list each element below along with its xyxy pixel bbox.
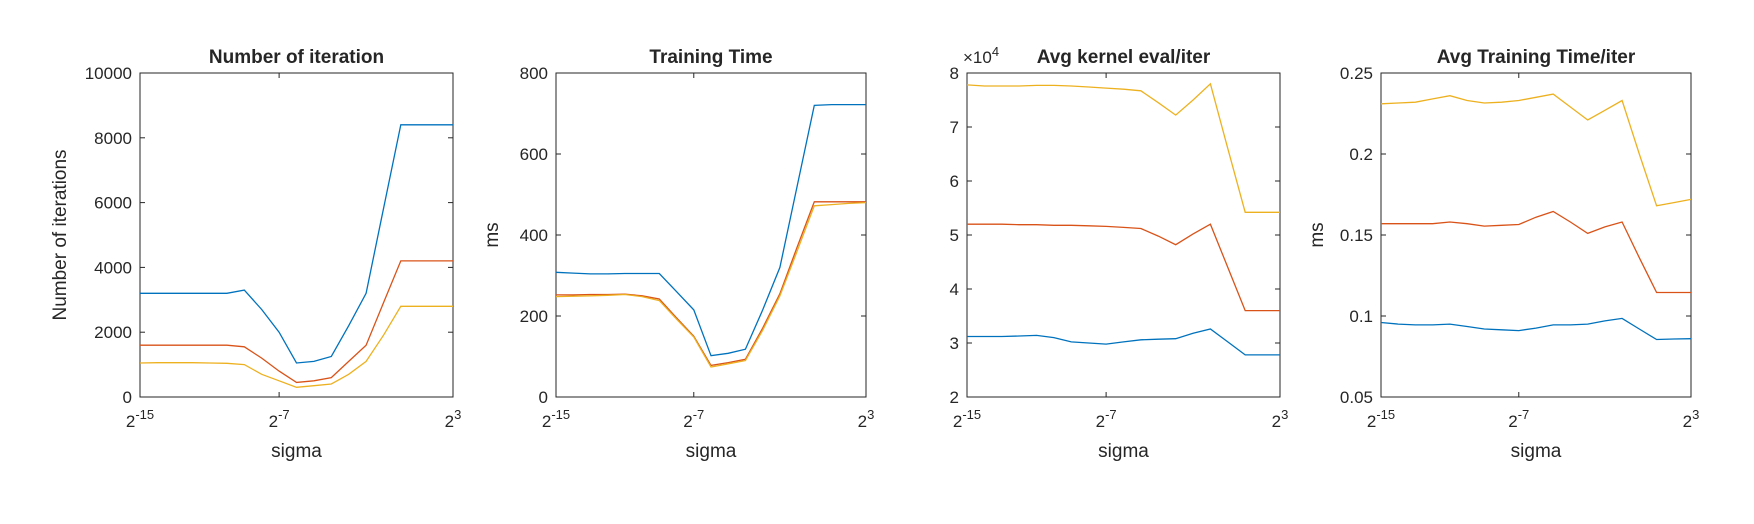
x-axis-label: sigma: [1098, 441, 1149, 462]
series-line-1: [967, 328, 1280, 356]
x-tick-label: 23: [1272, 407, 1289, 431]
y-tick-label: 200: [520, 307, 548, 326]
chart-title: Training Time: [649, 47, 772, 68]
x-tick-label: 23: [445, 407, 462, 431]
x-axis-label: sigma: [686, 441, 737, 462]
series-line-1: [140, 124, 453, 364]
y-tick-label: 800: [520, 64, 548, 83]
y-tick-label: 10000: [85, 64, 132, 83]
x-tick-label: 23: [858, 407, 875, 431]
y-axis-exponent: ×104: [963, 44, 999, 67]
x-tick-label: 2-15: [126, 407, 154, 431]
y-tick-label: 0.15: [1340, 226, 1373, 245]
series-line-1: [1380, 317, 1692, 341]
chart-title: Avg Training Time/iter: [1437, 47, 1636, 68]
y-tick-label: 600: [520, 145, 548, 164]
chart-1: 0 2000 4000 6000 8000 10000 2-15 2-7 23 Number of…: [50, 47, 461, 462]
x-tick-label: 2-7: [269, 407, 290, 431]
x-axis-label: sigma: [271, 441, 322, 462]
y-tick-label: 8: [950, 64, 959, 83]
y-tick-label: 0.05: [1340, 388, 1373, 407]
y-tick-label: 0.1: [1349, 307, 1373, 326]
y-tick-label: 2: [950, 388, 959, 407]
chart-title: Avg kernel eval/iter: [1037, 47, 1211, 68]
series-line-2: [140, 260, 453, 384]
y-tick-label: 5: [950, 226, 959, 245]
x-tick-label: 2-15: [1367, 407, 1395, 431]
y-axis-label: ms: [482, 222, 503, 247]
y-tick-label: 6: [950, 172, 959, 191]
plot-frame: [1380, 72, 1692, 398]
y-tick-label: 0: [539, 388, 548, 407]
x-tick-label: 23: [1683, 407, 1700, 431]
y-tick-label: 0.25: [1340, 64, 1373, 83]
plot-frame: [139, 72, 454, 398]
series-line-3: [1380, 93, 1692, 207]
plot-frame: [966, 72, 1281, 398]
series-line-3: [555, 201, 867, 368]
chart-title: Number of iteration: [209, 47, 384, 68]
chart-4: 0.05 0.1 0.15 0.2 0.25 2-15 2-7 23 Avg Training …: [1307, 47, 1699, 462]
x-axis-label: sigma: [1511, 441, 1562, 462]
y-tick-label: 3: [950, 334, 959, 353]
y-axis-label: Number of iterations: [50, 149, 71, 320]
series-line-3: [966, 82, 1280, 213]
y-axis-label: ms: [1307, 222, 1328, 247]
plot-frame: [555, 72, 867, 398]
series-line-2: [1381, 210, 1691, 294]
y-tick-label: 0: [123, 388, 132, 407]
series-line-2: [556, 201, 866, 367]
x-tick-label: 2-15: [542, 407, 570, 431]
y-tick-label: 6000: [94, 194, 132, 213]
y-tick-label: 0.2: [1349, 145, 1373, 164]
y-tick-label: 8000: [94, 129, 132, 148]
y-tick-label: 400: [520, 226, 548, 245]
chart-2: 0 200 400 600 800 2-15 2-7 23 Training Time sigma…: [482, 47, 874, 462]
y-tick-label: 7: [950, 118, 959, 137]
series-line-2: [967, 223, 1280, 312]
x-tick-label: 2-15: [953, 407, 981, 431]
x-tick-label: 2-7: [683, 407, 704, 431]
y-tick-label: 4: [950, 280, 959, 299]
series-line-1: [555, 103, 866, 357]
y-tick-label: 4000: [94, 258, 132, 277]
x-tick-label: 2-7: [1508, 407, 1529, 431]
y-tick-label: 2000: [94, 323, 132, 342]
x-tick-label: 2-7: [1096, 407, 1117, 431]
series-line-3: [139, 305, 453, 388]
